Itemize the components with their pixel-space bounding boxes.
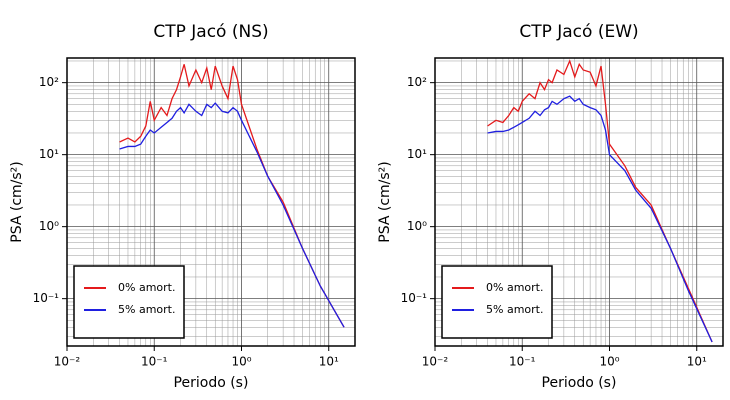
legend-label: 0% amort. (118, 281, 175, 294)
legend-box (73, 265, 185, 339)
x-tick-label: 10⁻² (54, 355, 81, 369)
chart-title: CTP Jacó (EW) (519, 22, 638, 42)
y-tick-label: 10² (407, 75, 427, 89)
x-tick-label: 10⁰ (231, 355, 251, 369)
y-axis-label: PSA (cm/s²) (9, 161, 25, 243)
chart-title: CTP Jacó (NS) (153, 22, 268, 42)
legend-label: 0% amort. (486, 281, 543, 294)
series-line (119, 64, 345, 328)
chart: 10⁻² 10⁻¹ 10⁰ 10¹ 10⁻¹ 10⁰ 10¹ 10² CTP Jacó (NS)… (9, 22, 356, 391)
y-tick-label: 10² (39, 75, 59, 89)
x-tick-label: 10⁻¹ (141, 355, 168, 369)
x-tick-label: 10⁻¹ (509, 355, 536, 369)
chart: 10⁻² 10⁻¹ 10⁰ 10¹ 10⁻¹ 10⁰ 10¹ 10² CTP Jacó (EW)… (377, 22, 724, 391)
x-tick-label: 10⁰ (599, 355, 619, 369)
axes-frame (434, 57, 724, 347)
legend-label: 5% amort. (486, 303, 543, 316)
legend-box (441, 265, 553, 339)
x-tick-label: 10⁻² (422, 355, 449, 369)
y-tick-label: 10⁰ (407, 219, 427, 233)
legend-label: 5% amort. (118, 303, 175, 316)
series-line (487, 59, 713, 343)
x-tick-label: 10¹ (319, 355, 339, 369)
series-line (487, 95, 713, 343)
series-line (119, 102, 345, 328)
y-axis-label: PSA (cm/s²) (377, 161, 393, 243)
y-tick-label: 10¹ (39, 147, 59, 161)
x-axis-label: Periodo (s) (542, 375, 617, 391)
y-tick-label: 10⁰ (39, 219, 59, 233)
x-axis-label: Periodo (s) (174, 375, 249, 391)
axes-frame (66, 57, 356, 347)
y-tick-label: 10⁻¹ (401, 291, 428, 305)
y-tick-label: 10¹ (407, 147, 427, 161)
x-tick-label: 10¹ (687, 355, 707, 369)
y-tick-label: 10⁻¹ (33, 291, 60, 305)
